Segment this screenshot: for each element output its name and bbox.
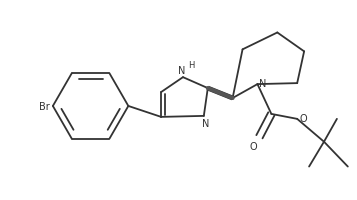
Text: H: H: [188, 61, 194, 70]
Text: N: N: [202, 118, 210, 128]
Text: N: N: [260, 79, 267, 89]
Text: N: N: [178, 66, 186, 76]
Text: O: O: [250, 141, 257, 151]
Text: O: O: [299, 113, 307, 123]
Text: Br: Br: [39, 101, 50, 111]
